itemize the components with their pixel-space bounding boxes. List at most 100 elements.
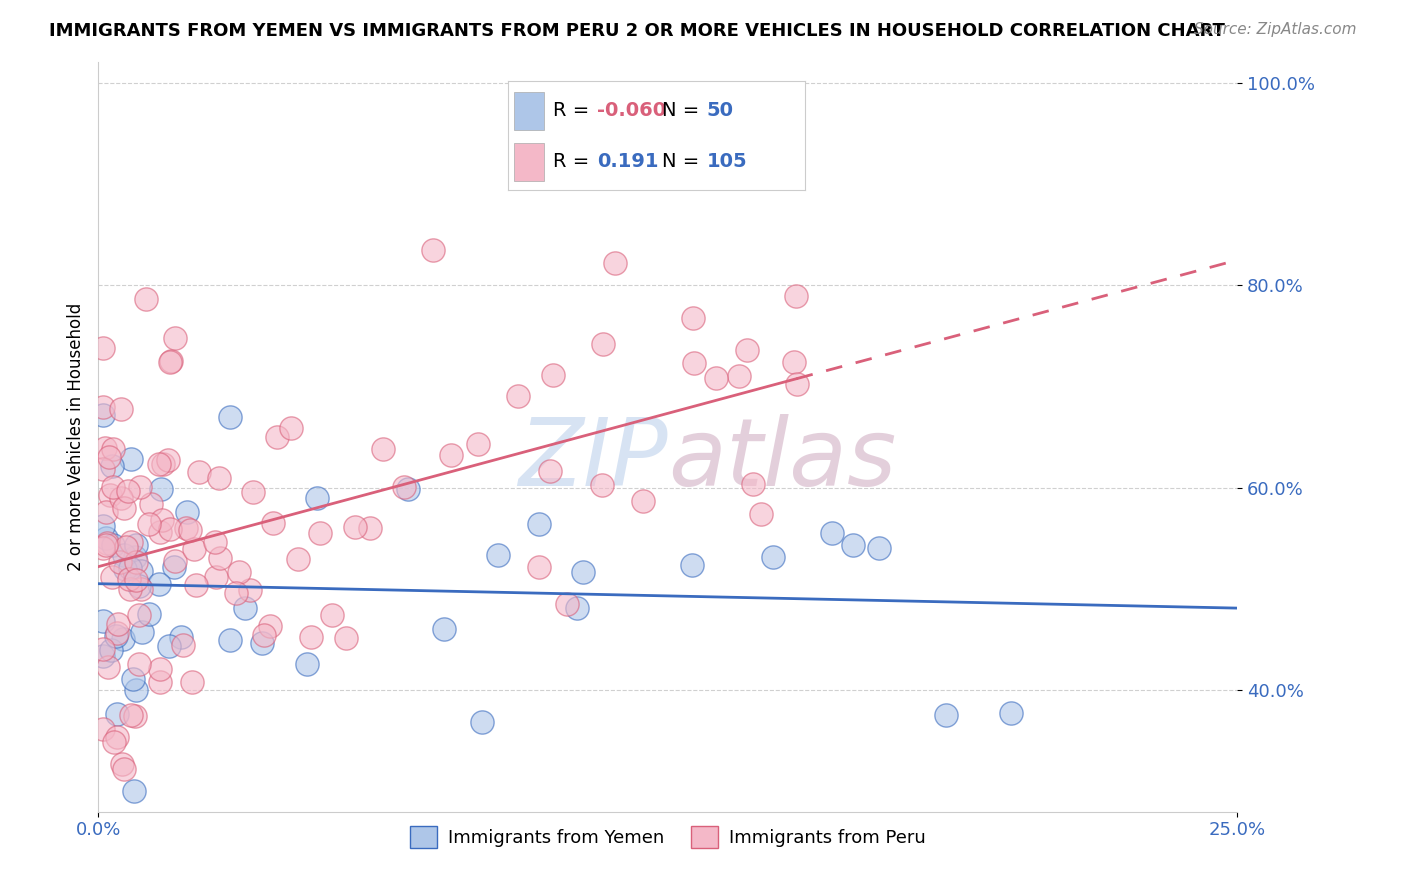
Point xyxy=(91,518,114,533)
Point xyxy=(486,548,509,562)
Point xyxy=(101,538,124,552)
Point xyxy=(107,616,129,631)
Point xyxy=(149,662,172,676)
Point xyxy=(115,541,138,555)
Point xyxy=(112,548,135,562)
Text: IMMIGRANTS FROM YEMEN VS IMMIGRANTS FROM PERU 2 OR MORE VEHICLES IN HOUSEHOLD CO: IMMIGRANTS FROM YEMEN VS IMMIGRANTS FROM… xyxy=(49,22,1225,40)
Point xyxy=(440,448,463,462)
Point xyxy=(176,505,198,519)
Point xyxy=(105,626,128,640)
Point xyxy=(343,519,366,533)
Point xyxy=(93,541,115,555)
Point xyxy=(631,493,654,508)
Point xyxy=(159,522,181,536)
Y-axis label: 2 or more Vehicles in Household: 2 or more Vehicles in Household xyxy=(66,303,84,571)
Point xyxy=(335,631,357,645)
Point xyxy=(749,508,772,522)
Point xyxy=(506,389,529,403)
Point xyxy=(422,243,444,257)
Point xyxy=(124,550,146,565)
Point xyxy=(100,643,122,657)
Point xyxy=(114,562,136,576)
Point xyxy=(188,466,211,480)
Point xyxy=(124,708,146,723)
Point xyxy=(120,451,142,466)
Point xyxy=(152,457,174,471)
Point xyxy=(128,657,150,671)
Point xyxy=(603,255,626,269)
Point xyxy=(681,558,703,572)
Point xyxy=(148,577,170,591)
Point xyxy=(309,526,332,541)
Point xyxy=(149,675,172,690)
Point xyxy=(103,735,125,749)
Point xyxy=(122,672,145,686)
Point xyxy=(163,331,186,345)
Point xyxy=(96,531,118,545)
Point xyxy=(118,572,141,586)
Point xyxy=(467,437,489,451)
Point xyxy=(125,538,148,552)
Point xyxy=(371,442,394,456)
Point xyxy=(396,482,419,496)
Point xyxy=(762,550,785,565)
Point xyxy=(259,618,281,632)
Text: Source: ZipAtlas.com: Source: ZipAtlas.com xyxy=(1194,22,1357,37)
Point xyxy=(266,430,288,444)
Point xyxy=(129,564,152,578)
Point xyxy=(105,706,128,721)
Point xyxy=(98,450,121,464)
Point xyxy=(150,513,173,527)
Legend: Immigrants from Yemen, Immigrants from Peru: Immigrants from Yemen, Immigrants from P… xyxy=(402,819,934,855)
Point xyxy=(91,400,114,414)
Point xyxy=(138,517,160,532)
Point xyxy=(97,660,120,674)
Point xyxy=(101,480,124,494)
Point xyxy=(543,368,565,383)
Point xyxy=(101,442,124,456)
Point xyxy=(706,371,728,385)
Point xyxy=(129,582,152,596)
Point xyxy=(105,730,128,744)
Point xyxy=(120,707,142,722)
Point xyxy=(218,409,240,424)
Point xyxy=(122,784,145,798)
Point xyxy=(114,762,136,776)
Point xyxy=(110,491,132,505)
Point xyxy=(682,311,704,326)
Point xyxy=(186,578,208,592)
Point xyxy=(204,535,226,549)
Point xyxy=(159,355,181,369)
Point xyxy=(91,614,114,628)
Point xyxy=(91,461,114,475)
Point xyxy=(94,505,117,519)
Point xyxy=(148,457,170,471)
Point xyxy=(149,525,172,540)
Point xyxy=(225,586,247,600)
Point xyxy=(160,354,183,368)
Point xyxy=(94,441,117,455)
Point xyxy=(567,601,589,615)
Point xyxy=(242,485,264,500)
Point xyxy=(149,482,172,496)
Point xyxy=(125,555,148,569)
Point xyxy=(252,628,274,642)
Point xyxy=(135,292,157,306)
Point xyxy=(728,369,751,384)
Point xyxy=(433,622,456,636)
Point xyxy=(205,570,228,584)
Point xyxy=(173,639,195,653)
Point xyxy=(157,639,180,653)
Text: ZIP: ZIP xyxy=(519,414,668,505)
Point xyxy=(101,570,124,584)
Point xyxy=(128,607,150,622)
Point xyxy=(131,625,153,640)
Point xyxy=(394,480,416,494)
Point xyxy=(91,408,114,422)
Point xyxy=(112,500,135,515)
Point xyxy=(239,583,262,598)
Point xyxy=(128,579,150,593)
Point xyxy=(280,421,302,435)
Point xyxy=(125,573,148,587)
Point xyxy=(299,631,322,645)
